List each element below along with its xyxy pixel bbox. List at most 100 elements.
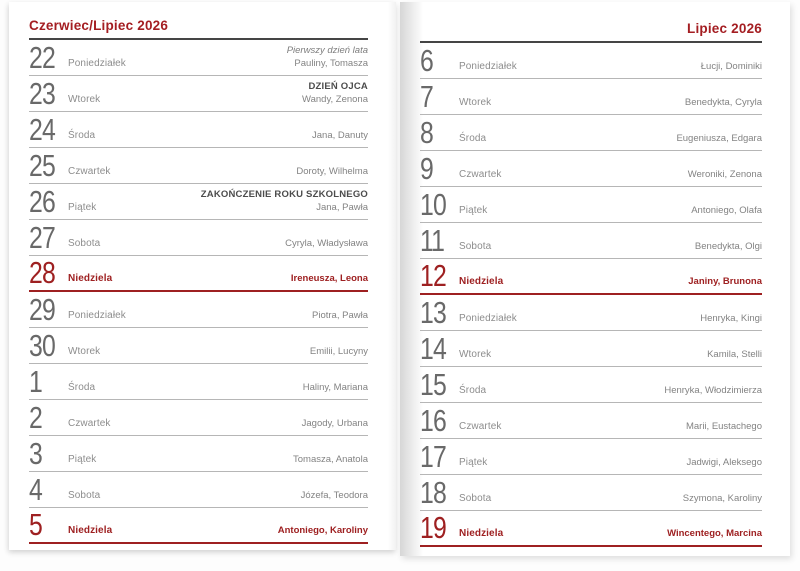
weekday-label: Czwartek <box>68 166 111 177</box>
day-row: 26 Piątek ZAKOŃCZENIE ROKU SZKOLNEGO Jana, … <box>29 184 368 220</box>
day-number: 25 <box>29 148 56 183</box>
page-left: Czerwiec/Lipiec 2026 22 Poniedziałek Pierw… <box>9 2 396 550</box>
name-days: Antoniego, Karoliny <box>277 524 368 536</box>
name-days: Henryka, Kingi <box>700 312 762 324</box>
day-number: 15 <box>420 367 447 402</box>
name-days-block: Janiny, Brunona <box>688 276 762 289</box>
day-number: 19 <box>420 510 447 545</box>
weekday-label: Środa <box>459 133 487 144</box>
day-row: 1 Środa Haliny, Mariana <box>29 364 368 400</box>
day-number: 3 <box>29 436 43 471</box>
name-days: Tomasza, Anatola <box>293 453 368 465</box>
day-row: 16 Czwartek Marii, Eustachego <box>420 403 762 439</box>
weekday-label: Wtorek <box>68 346 101 357</box>
weekday-label: Piątek <box>459 205 488 216</box>
weekday-label: Sobota <box>68 490 101 501</box>
weekday-label: Wtorek <box>459 349 492 360</box>
name-days-block: Marii, Eustachego <box>686 421 762 434</box>
name-days-block: Antoniego, Karoliny <box>278 525 368 538</box>
day-rows: 22 Poniedziałek Pierwszy dzień lata Pauliny… <box>29 40 368 544</box>
weekday-label: Poniedziałek <box>68 58 126 69</box>
day-row: 8 Środa Eugeniusza, Edgara <box>420 115 762 151</box>
name-days-block: Wincentego, Marcina <box>667 528 762 541</box>
weekday-label: Czwartek <box>459 421 502 432</box>
name-days: Łucji, Dominiki <box>700 60 762 72</box>
page-header: Czerwiec/Lipiec 2026 <box>29 2 368 40</box>
day-number: 1 <box>29 364 43 399</box>
day-number: 26 <box>29 184 56 219</box>
day-row: 25 Czwartek Doroty, Wilhelma <box>29 148 368 184</box>
day-number: 11 <box>420 223 445 258</box>
name-days-block: ZAKOŃCZENIE ROKU SZKOLNEGO Jana, Pawła <box>201 189 368 214</box>
name-days-block: Weroniki, Zenona <box>688 169 762 182</box>
name-days-block: Tomasza, Anatola <box>293 454 368 467</box>
weekday-label: Poniedziałek <box>459 61 517 72</box>
weekday-label: Poniedziałek <box>68 310 126 321</box>
day-number: 2 <box>29 400 43 435</box>
weekday-label: Czwartek <box>68 418 111 429</box>
day-row: 11 Sobota Benedykta, Olgi <box>420 223 762 259</box>
day-number: 14 <box>420 331 447 366</box>
weekday-label: Niedziela <box>459 528 504 539</box>
name-days: Szymona, Karoliny <box>682 492 762 504</box>
day-row: 27 Sobota Cyryla, Władysława <box>29 220 368 256</box>
weekday-label: Czwartek <box>459 169 502 180</box>
name-days: Antoniego, Olafa <box>691 204 762 216</box>
day-row: 17 Piątek Jadwigi, Aleksego <box>420 439 762 475</box>
day-row: 28 Niedziela Ireneusza, Leona <box>29 256 368 292</box>
name-days: Janiny, Brunona <box>688 275 762 287</box>
day-number: 28 <box>29 255 56 290</box>
name-days-block: Emilii, Lucyny <box>310 346 368 359</box>
day-row: 18 Sobota Szymona, Karoliny <box>420 475 762 511</box>
day-number: 8 <box>420 115 434 150</box>
name-days: Eugeniusza, Edgara <box>676 132 762 144</box>
name-days: Ireneusza, Leona <box>290 272 368 284</box>
day-row: 2 Czwartek Jagody, Urbana <box>29 400 368 436</box>
day-number: 18 <box>420 475 447 510</box>
name-days-block: Pierwszy dzień lata Pauliny, Tomasza <box>287 45 368 70</box>
day-row: 6 Poniedziałek Łucji, Dominiki <box>420 43 762 79</box>
weekday-label: Niedziela <box>459 276 504 287</box>
weekday-label: Niedziela <box>68 525 113 536</box>
day-row: 4 Sobota Józefa, Teodora <box>29 472 368 508</box>
weekday-label: Wtorek <box>68 94 101 105</box>
name-days-block: Jana, Danuty <box>312 130 368 143</box>
name-days-block: Henryka, Kingi <box>700 313 762 326</box>
day-row: 9 Czwartek Weroniki, Zenona <box>420 151 762 187</box>
day-row: 13 Poniedziałek Henryka, Kingi <box>420 295 762 331</box>
name-days: Pauliny, Tomasza <box>294 57 368 69</box>
day-number: 10 <box>420 187 447 222</box>
weekday-label: Piątek <box>68 202 97 213</box>
weekday-label: Środa <box>68 382 96 393</box>
name-days: Wandy, Zenona <box>301 93 368 105</box>
name-days-block: Antoniego, Olafa <box>691 205 762 218</box>
day-number: 13 <box>420 295 447 330</box>
weekday-label: Piątek <box>459 457 488 468</box>
weekday-label: Wtorek <box>459 97 492 108</box>
day-row: 10 Piątek Antoniego, Olafa <box>420 187 762 223</box>
page-header: Lipiec 2026 <box>420 5 762 43</box>
day-number: 5 <box>29 507 43 542</box>
day-rows: 6 Poniedziałek Łucji, Dominiki 7 Wtorek Bened… <box>420 43 762 547</box>
name-days-block: Benedykta, Olgi <box>695 241 762 254</box>
weekday-label: Piątek <box>68 454 97 465</box>
name-days-block: Łucji, Dominiki <box>701 61 762 74</box>
day-number: 6 <box>420 43 434 78</box>
page-left-content: Czerwiec/Lipiec 2026 22 Poniedziałek Pierw… <box>29 2 368 544</box>
day-number: 7 <box>420 79 434 114</box>
day-number: 27 <box>29 220 56 255</box>
day-number: 4 <box>29 472 43 507</box>
special-day-label: ZAKOŃCZENIE ROKU SZKOLNEGO <box>200 189 368 200</box>
weekday-label: Środa <box>459 385 487 396</box>
name-days: Cyryla, Władysława <box>285 237 368 249</box>
name-days: Doroty, Wilhelma <box>296 165 368 177</box>
day-row: 22 Poniedziałek Pierwszy dzień lata Pauliny… <box>29 40 368 76</box>
name-days-block: Henryka, Włodzimierza <box>664 385 762 398</box>
weekday-label: Sobota <box>68 238 101 249</box>
name-days: Jana, Pawła <box>316 201 368 213</box>
day-row: 7 Wtorek Benedykta, Cyryla <box>420 79 762 115</box>
name-days: Jadwigi, Aleksego <box>686 456 762 468</box>
day-number: 30 <box>29 328 56 363</box>
name-days: Haliny, Mariana <box>302 381 368 393</box>
